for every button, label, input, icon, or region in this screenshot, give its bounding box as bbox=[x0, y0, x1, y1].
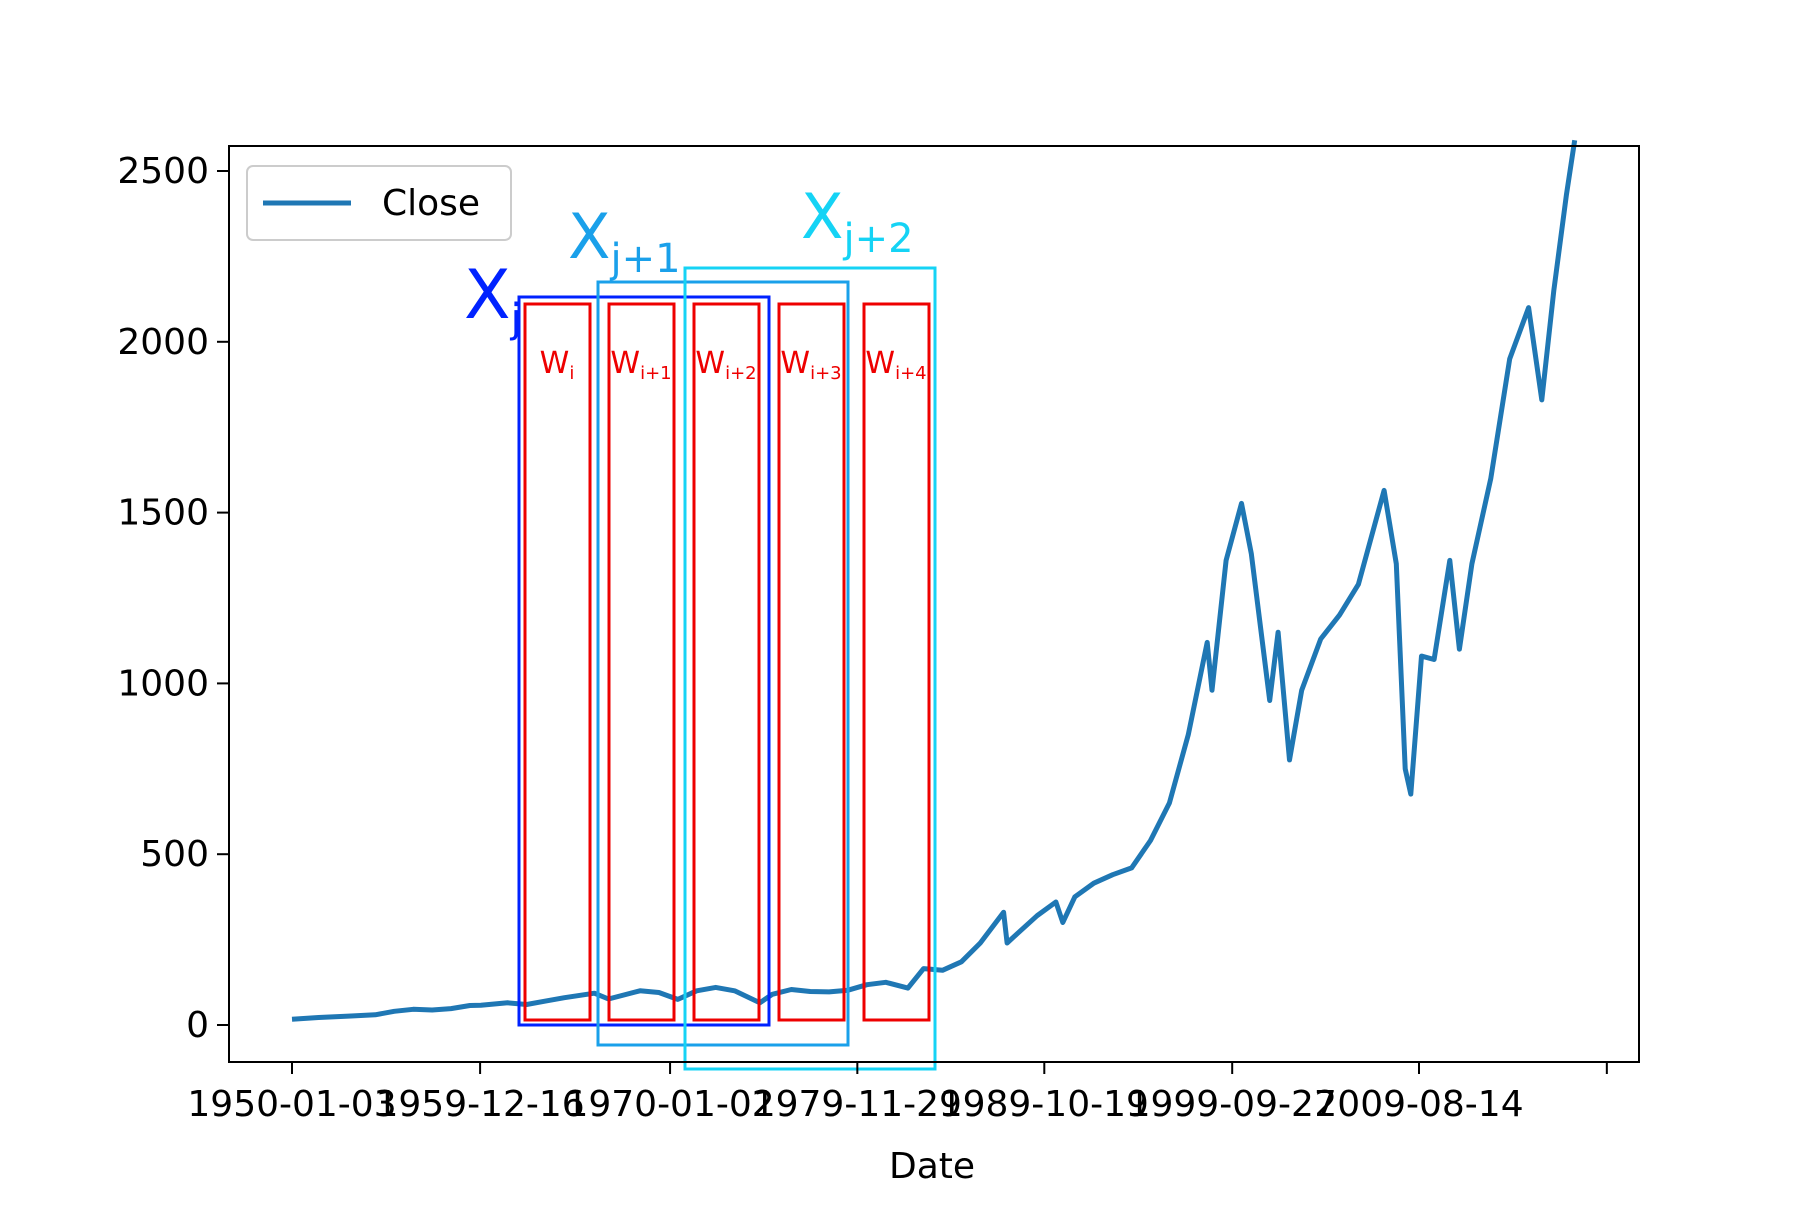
plot-layer bbox=[291, 139, 1578, 1022]
window-box-w-iplus4 bbox=[862, 302, 931, 1022]
window-box-w-iplus2 bbox=[692, 302, 761, 1022]
y-tick-label: 500 bbox=[140, 834, 209, 875]
y-tick-label: 2000 bbox=[117, 322, 209, 363]
window-label-main: W bbox=[780, 346, 810, 381]
window-label-sub: i+1 bbox=[640, 363, 672, 384]
window-box-w-iplus3 bbox=[777, 302, 846, 1022]
legend-box bbox=[246, 165, 512, 241]
window-label-main: X bbox=[801, 180, 843, 253]
x-tick-label: 1950-01-03 bbox=[187, 1084, 396, 1125]
window-box-w-i bbox=[523, 302, 592, 1022]
window-label-sub: i bbox=[569, 363, 574, 384]
window-label-main: W bbox=[540, 346, 570, 381]
window-label-w-iplus3: Wi+3 bbox=[780, 346, 841, 384]
window-label-w-iplus2: Wi+2 bbox=[695, 346, 756, 384]
window-label-w-i: Wi bbox=[540, 346, 575, 384]
legend: Close bbox=[246, 165, 512, 241]
x-tick-label: 1989-10-19 bbox=[940, 1084, 1149, 1125]
window-label-main: W bbox=[865, 346, 895, 381]
y-tick-label: 2500 bbox=[117, 151, 209, 192]
window-label-sub: i+4 bbox=[895, 363, 927, 384]
window-box-x-jplus1 bbox=[596, 280, 850, 1047]
x-tick-label: 1970-01-02 bbox=[565, 1084, 774, 1125]
series-line-close bbox=[291, 139, 1578, 1022]
x-axis-label: Date bbox=[889, 1146, 975, 1187]
plot-frame bbox=[228, 145, 1640, 1063]
window-label-w-iplus4: Wi+4 bbox=[865, 346, 926, 384]
y-tick-label: 0 bbox=[186, 1005, 209, 1046]
window-label-main: X bbox=[464, 256, 511, 335]
window-label-sub: i+2 bbox=[725, 363, 757, 384]
window-label-sub: i+3 bbox=[810, 363, 842, 384]
window-label-sub: j+2 bbox=[842, 216, 913, 262]
window-label-w-iplus1: Wi+1 bbox=[610, 346, 671, 384]
window-box-x-j bbox=[517, 295, 771, 1027]
x-tick-label: 1959-12-16 bbox=[375, 1084, 584, 1125]
x-tick-label: 1979-11-29 bbox=[753, 1084, 962, 1125]
x-tick-label: 1999-09-27 bbox=[1128, 1084, 1337, 1125]
x-tick-label: 2009-08-14 bbox=[1314, 1084, 1523, 1125]
window-label-main: X bbox=[568, 200, 610, 273]
axis-layer: 0 500 1000 1500 2000 2500 1950-01-031959-12-16… bbox=[117, 151, 1608, 1125]
window-label-sub: j bbox=[510, 296, 522, 342]
window-label-main: W bbox=[695, 346, 725, 381]
window-box-x-jplus2 bbox=[683, 266, 937, 1071]
window-box-w-iplus1 bbox=[607, 302, 676, 1022]
window-label-sub: j+1 bbox=[609, 236, 680, 282]
window-label-x-jplus2: Xj+2 bbox=[801, 180, 914, 262]
y-tick-label: 1000 bbox=[117, 663, 209, 704]
window-label-x-jplus1: Xj+1 bbox=[568, 200, 681, 282]
window-label-main: W bbox=[610, 346, 640, 381]
y-tick-label: 1500 bbox=[117, 493, 209, 534]
window-label-x-j: Xj bbox=[464, 256, 522, 342]
legend-label: Close bbox=[382, 183, 480, 224]
